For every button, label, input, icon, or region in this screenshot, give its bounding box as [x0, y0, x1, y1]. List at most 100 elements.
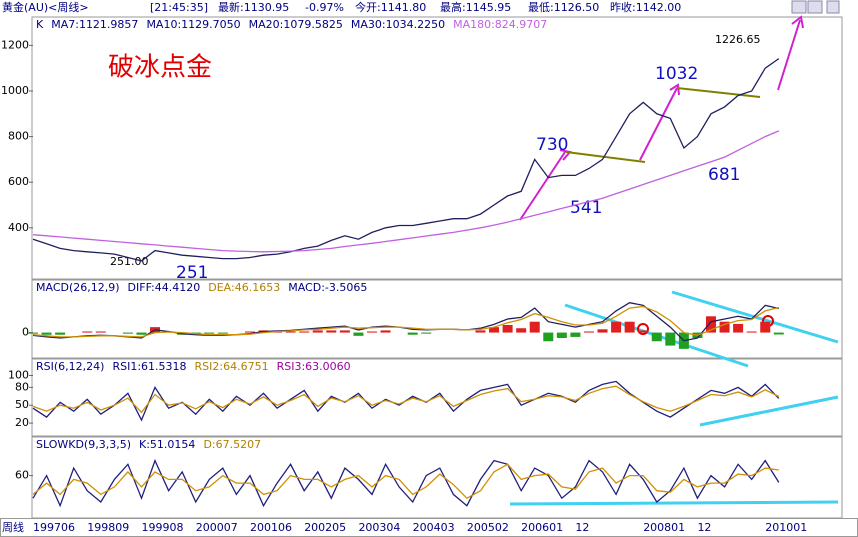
macd-bar: [326, 330, 337, 333]
legend-entry: RSI2:64.6751: [195, 360, 269, 373]
series-line: [32, 463, 779, 500]
legend-entry: K: [36, 18, 44, 31]
legend-entry: D:67.5207: [203, 438, 261, 451]
x-tick-label: 199706: [33, 521, 75, 534]
macd-bar: [55, 332, 66, 335]
x-tick-label: 201001: [765, 521, 807, 534]
y-tick-label: 100: [8, 368, 29, 381]
legend-entry: SLOWKD(9,3,3,5): [36, 438, 131, 451]
macd-bar: [665, 332, 676, 346]
annotation: 251: [176, 263, 208, 283]
macd-bar: [407, 332, 418, 335]
macd-bar: [299, 331, 310, 333]
legend-entry: RSI1:61.5318: [112, 360, 186, 373]
x-tick-label: 200601: [521, 521, 563, 534]
x-tick-label: 200205: [304, 521, 346, 534]
symbol: 黄金(AU)<周线>: [2, 0, 89, 14]
macd-bar: [367, 331, 377, 333]
macd-bar: [651, 332, 662, 342]
x-tick-label: 200106: [250, 521, 292, 534]
legend-entry: K:51.0154: [139, 438, 195, 451]
macd-bar: [746, 331, 757, 333]
x-tick-label: 200403: [413, 521, 455, 534]
quote: 最高:1145.95: [440, 0, 511, 14]
y-tick-label: 0: [22, 326, 29, 339]
macd-bar: [380, 330, 391, 333]
x-tick-label: 200304: [358, 521, 400, 534]
macd-bar: [95, 331, 106, 333]
scroll-left[interactable]: [791, 0, 807, 14]
macd-bar: [353, 332, 364, 336]
annotation: 1226.65: [715, 33, 761, 46]
legend-entry: MA10:1129.7050: [146, 18, 240, 31]
annotation: 541: [570, 198, 602, 218]
x-tick-label: 200502: [467, 521, 509, 534]
scroll-buttons[interactable]: [791, 0, 840, 14]
x-tick-label: 200801: [643, 521, 685, 534]
legend-entry: DIFF:44.4120: [128, 281, 201, 294]
macd-bar: [611, 321, 622, 333]
macd-bar: [244, 331, 255, 333]
y-tick-label: 1200: [1, 38, 29, 51]
series-line: [32, 305, 779, 338]
time: [21:45:35]: [150, 1, 208, 14]
x-tick-label: 199809: [87, 521, 129, 534]
macd-bar: [529, 321, 540, 333]
x-tick-label: 12: [575, 521, 589, 534]
macd-bar: [760, 321, 771, 333]
y-tick-label: 50: [15, 398, 29, 411]
y-tick-label: 600: [8, 175, 29, 188]
scroll-right[interactable]: [807, 0, 823, 14]
series-line: [32, 458, 780, 508]
chart-title: 破冰点金: [108, 53, 212, 83]
quote: 今开:1141.80: [355, 0, 426, 14]
macd-bar: [773, 332, 784, 335]
macd-bar: [556, 332, 567, 338]
macd-bar: [41, 332, 52, 335]
legend-entry: RSI(6,12,24): [36, 360, 104, 373]
macd-bar: [543, 332, 554, 342]
quote: 昨收:1142.00: [610, 0, 681, 14]
series-line: [32, 58, 780, 262]
period-label: 周线: [2, 520, 24, 534]
quote: 最新:1130.95: [218, 0, 289, 14]
legend-entry: RSI3:63.0060: [277, 360, 351, 373]
macd-bar: [204, 332, 215, 334]
y-tick-label: 400: [8, 221, 29, 234]
x-tick-label: 199908: [141, 521, 183, 534]
macd-bar: [570, 332, 581, 337]
macd-bar: [28, 332, 38, 334]
legend-entry: DEA:46.1653: [208, 281, 280, 294]
macd-bar: [82, 331, 93, 333]
quote: 最低:1126.50: [528, 1, 599, 14]
quote: -0.97%: [305, 1, 344, 14]
legend-entry: MA30:1034.2250: [351, 18, 445, 31]
macd-bar: [421, 332, 432, 334]
macd-bar: [339, 330, 350, 333]
y-tick-label: 60: [15, 469, 29, 482]
macd-bar: [583, 331, 594, 333]
macd-bar: [733, 323, 744, 333]
macd-bar: [638, 330, 649, 333]
x-tick-label: 12: [697, 521, 711, 534]
legend-entry: MA20:1079.5825: [249, 18, 343, 31]
macd-bar: [489, 327, 500, 333]
macd-bar: [706, 316, 716, 333]
macd-bar: [516, 328, 527, 333]
x-tick-label: 200007: [196, 521, 238, 534]
series-line: [32, 130, 780, 253]
legend-entry: MACD:-3.5065: [288, 281, 367, 294]
maximize[interactable]: [826, 0, 840, 14]
macd-bar: [136, 332, 147, 335]
macd-bar: [312, 330, 323, 333]
y-tick-label: 800: [8, 130, 29, 143]
legend-entry: MACD(26,12,9): [36, 281, 120, 294]
y-tick-label: 20: [15, 416, 29, 429]
top-bar: 黄金(AU)<周线> [21:45:35] 最新:1130.95 -0.97% …: [2, 0, 681, 14]
macd-bar: [475, 330, 486, 333]
series-line: [32, 385, 780, 414]
macd-bar: [719, 321, 730, 333]
y-tick-label: 80: [15, 380, 29, 393]
